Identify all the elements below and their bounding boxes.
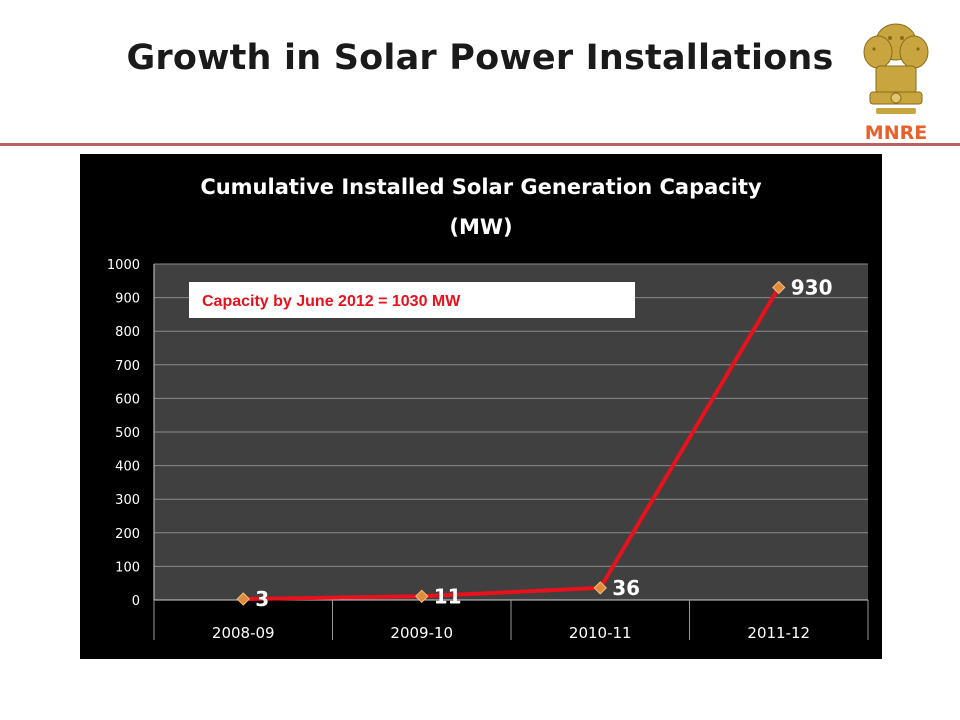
y-tick-label: 0 <box>132 594 140 609</box>
x-tick-label: 2008-09 <box>212 624 275 642</box>
y-tick-label: 100 <box>115 560 140 575</box>
x-axis-ticks: 2008-09 2009-10 2010-11 2011-12 <box>153 600 869 642</box>
x-tick-label: 2011-12 <box>747 624 810 642</box>
data-label: 11 <box>434 584 462 608</box>
y-tick-label: 300 <box>115 493 140 508</box>
y-tick-label: 900 <box>115 292 140 307</box>
slide-title: Growth in Solar Power Installations <box>126 38 834 78</box>
annotation-background <box>189 282 635 318</box>
x-tick-label: 2009-10 <box>390 624 453 642</box>
y-tick-label: 400 <box>115 460 140 475</box>
data-label: 3 <box>255 587 269 611</box>
national-emblem-icon <box>863 23 929 114</box>
mnre-logo-text: MNRE <box>864 122 928 144</box>
y-tick-label: 600 <box>115 392 140 407</box>
y-axis-ticks: 0 100 200 300 400 500 600 700 800 900 1000 <box>107 258 140 609</box>
line-chart: Cumulative Installed Solar Generation Ca… <box>107 175 869 642</box>
data-label: 36 <box>612 576 640 600</box>
y-tick-label: 700 <box>115 359 140 374</box>
series-polyline <box>243 286 781 601</box>
chart-area: Cumulative Installed Solar Generation Ca… <box>80 154 882 659</box>
chart-title-line-1: Cumulative Installed Solar Generation Ca… <box>200 175 762 199</box>
annotation-box: Capacity by June 2012 = 1030 MW <box>189 282 635 318</box>
data-point-marker <box>772 280 786 295</box>
y-tick-label: 800 <box>115 325 140 340</box>
title-divider <box>0 143 960 146</box>
data-point-marker <box>593 581 607 595</box>
annotation-text: Capacity by June 2012 = 1030 MW <box>202 293 461 310</box>
chart-title-line-2: (MW) <box>449 215 512 239</box>
y-tick-label: 200 <box>115 527 140 542</box>
data-point-marker <box>415 589 429 604</box>
y-tick-label: 500 <box>115 426 140 441</box>
data-label: 930 <box>791 276 833 300</box>
y-tick-label: 1000 <box>107 258 140 273</box>
data-point-marker <box>236 592 250 606</box>
series-line: 3 11 36 930 <box>236 276 833 611</box>
x-tick-label: 2010-11 <box>569 624 632 642</box>
